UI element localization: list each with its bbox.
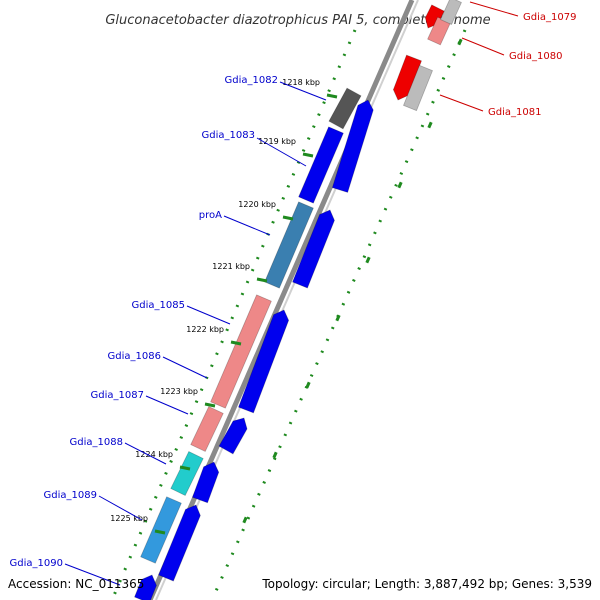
kbp-tick-label: 1221 kbp xyxy=(212,262,250,271)
kbp-tick-mark xyxy=(326,93,338,99)
map-title: Gluconacetobacter diazotrophicus PAI 5, … xyxy=(105,13,490,28)
gene-label-text[interactable]: Gdia_1087 xyxy=(91,390,144,401)
kbp-tick-mark xyxy=(154,529,166,535)
gene-label-gdia-1090[interactable]: Gdia_1090 xyxy=(10,558,121,586)
gene-block-gdia-1079-gray[interactable] xyxy=(440,0,462,26)
kbp-ticks: 1218 kbp 1219 kbp 1220 kbp 1221 kbp 1222 kbp… xyxy=(110,78,338,535)
gene-label-gdia-1085[interactable]: Gdia_1085 xyxy=(132,300,231,325)
gene-features xyxy=(134,0,462,600)
kbp-tick-mark xyxy=(179,465,191,471)
gene-block-arrow-3[interactable] xyxy=(238,309,290,414)
kbp-tick-mark xyxy=(204,402,216,408)
gene-block-arrow-5[interactable] xyxy=(191,461,220,504)
accession-text: Accession: NC_011365 xyxy=(8,577,144,591)
gene-block-arrow-4[interactable] xyxy=(218,417,248,455)
guide-dash xyxy=(272,451,278,459)
gene-label-gdia-1089[interactable]: Gdia_1089 xyxy=(44,490,143,521)
kbp-tick-label: 1225 kbp xyxy=(110,514,148,523)
gene-block-gdia-1083[interactable] xyxy=(298,126,344,204)
kbp-tick-label: 1222 kbp xyxy=(186,325,224,334)
gene-label-gdia-1088[interactable]: Gdia_1088 xyxy=(70,437,167,465)
genome-backbone xyxy=(147,0,419,600)
gene-label-gdia-1083[interactable]: Gdia_1083 xyxy=(202,130,307,167)
gene-block-gdia-1090[interactable] xyxy=(134,574,157,600)
gene-block-arrow-1[interactable] xyxy=(331,99,374,193)
gene-labels[interactable]: Gdia_1079 Gdia_1080 Gdia_1081 Gdia_1082 Gdia… xyxy=(10,1,577,586)
gene-label-text[interactable]: Gdia_1081 xyxy=(488,107,541,118)
guide-dash xyxy=(427,121,433,129)
gene-block-gdia-1080[interactable] xyxy=(427,16,451,46)
guide-dash xyxy=(305,381,311,389)
gene-label-text[interactable]: Gdia_1089 xyxy=(44,490,97,501)
backbone-highlight xyxy=(155,0,419,600)
gene-label-leader-line xyxy=(223,215,271,236)
gene-block-gdia-1087[interactable] xyxy=(190,406,224,452)
kbp-tick-label: 1219 kbp xyxy=(258,137,296,146)
gene-label-text[interactable]: Gdia_1083 xyxy=(202,130,255,141)
gene-label-text[interactable]: Gdia_1090 xyxy=(10,558,63,569)
kbp-tick-label: 1224 kbp xyxy=(135,450,173,459)
genome-summary-text: Topology: circular; Length: 3,887,492 bp… xyxy=(261,577,592,591)
gene-block-arrow-2[interactable] xyxy=(292,209,335,289)
gene-label-gdia-1080[interactable]: Gdia_1080 xyxy=(461,37,562,62)
kbp-tick-label: 1218 kbp xyxy=(282,78,320,87)
gene-label-leader-line xyxy=(64,563,121,586)
gene-label-text[interactable]: Gdia_1080 xyxy=(509,51,562,62)
gene-label-text[interactable]: Gdia_1079 xyxy=(523,12,576,23)
gene-label-text[interactable]: proA xyxy=(199,210,222,221)
gene-label-proa[interactable]: proA xyxy=(199,210,271,236)
kbp-tick-mark xyxy=(230,340,242,346)
gene-label-gdia-1079[interactable]: Gdia_1079 xyxy=(469,1,576,23)
gene-label-gdia-1081[interactable]: Gdia_1081 xyxy=(439,94,541,118)
gene-label-leader-line xyxy=(256,137,307,167)
gene-label-gdia-1087[interactable]: Gdia_1087 xyxy=(91,390,189,415)
guide-dash xyxy=(457,38,463,46)
backbone-line xyxy=(147,0,415,600)
gene-label-leader-line xyxy=(469,1,519,17)
kbp-tick-mark xyxy=(302,152,314,158)
gene-block-gdia-1089[interactable] xyxy=(140,496,182,564)
gene-label-gdia-1082[interactable]: Gdia_1082 xyxy=(225,75,327,101)
guide-dash xyxy=(397,181,403,189)
gene-label-leader-line xyxy=(145,395,189,415)
gene-block-gdia-1082[interactable] xyxy=(328,87,362,130)
gene-label-text[interactable]: Gdia_1088 xyxy=(70,437,123,448)
gene-block-proa[interactable] xyxy=(264,201,314,289)
gene-label-leader-line xyxy=(279,81,327,101)
gene-label-gdia-1086[interactable]: Gdia_1086 xyxy=(108,351,208,379)
guide-dash xyxy=(335,314,341,322)
kbp-tick-label: 1223 kbp xyxy=(160,387,198,396)
gene-label-leader-line xyxy=(439,94,484,112)
guide-dash xyxy=(365,256,371,264)
gene-block-arrow-6[interactable] xyxy=(158,504,201,582)
kbp-tick-label: 1220 kbp xyxy=(238,200,276,209)
gene-label-leader-line xyxy=(186,305,231,325)
gene-block-gdia-1085[interactable] xyxy=(210,294,272,409)
kbp-tick-mark xyxy=(256,277,268,283)
gene-label-leader-line xyxy=(98,495,143,521)
guide-dash xyxy=(242,516,248,524)
gene-block-gdia-1081-gray[interactable] xyxy=(402,64,434,112)
gene-block-gdia-1081-red[interactable] xyxy=(392,54,422,101)
gene-label-leader-line xyxy=(461,37,505,56)
gene-label-text[interactable]: Gdia_1085 xyxy=(132,300,185,311)
gene-label-text[interactable]: Gdia_1086 xyxy=(108,351,161,362)
gene-label-leader-line xyxy=(124,442,167,465)
gene-label-text[interactable]: Gdia_1082 xyxy=(225,75,278,86)
gene-label-leader-line xyxy=(162,356,208,379)
kbp-tick-mark xyxy=(282,215,294,221)
dotted-guide-line xyxy=(110,29,357,600)
dotted-guide-lines xyxy=(110,29,467,600)
gene-block-gdia-1088[interactable] xyxy=(170,450,204,497)
